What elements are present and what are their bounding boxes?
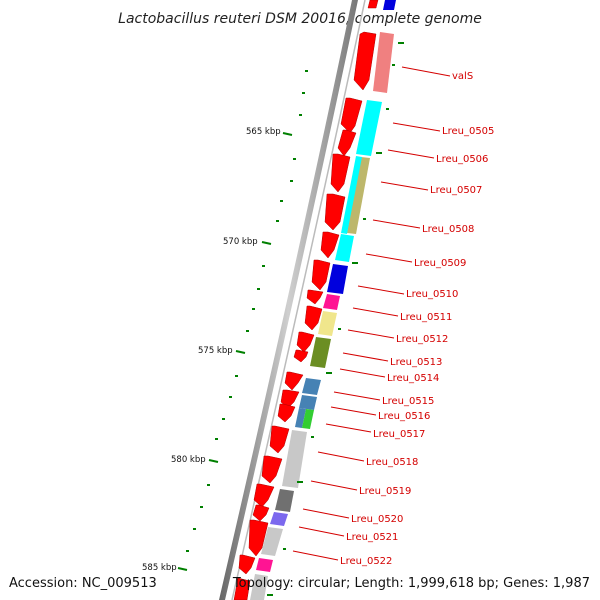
cog-bar <box>250 574 268 600</box>
gene-leader-line <box>380 181 429 191</box>
cog-bar <box>270 512 288 526</box>
gene-leader-line <box>342 352 389 362</box>
gene-arrow <box>253 483 275 508</box>
gene-leader-line <box>357 285 405 295</box>
kbp-tick-label: 585 kbp <box>142 563 177 573</box>
cog-bar <box>310 337 331 368</box>
gene-arrow <box>252 504 270 522</box>
accession-text: Accession: NC_009513 <box>9 576 157 591</box>
gene-arrow <box>306 289 324 305</box>
gene-label: Lreu_0519 <box>359 486 411 497</box>
gene-labels <box>292 66 451 561</box>
gene-arrow <box>238 554 256 575</box>
gene-label: Lreu_0507 <box>430 185 482 196</box>
cog-bar <box>356 100 382 156</box>
gene-leader-line <box>392 122 441 132</box>
gene-label: valS <box>452 71 473 82</box>
gene-arrow <box>248 519 269 557</box>
gc-tick-marks <box>267 42 404 596</box>
gene-leader-line <box>333 391 381 401</box>
gene-arrow <box>284 371 304 391</box>
cog-bar <box>383 0 396 10</box>
gene-arrow <box>304 305 323 331</box>
gene-label: Lreu_0512 <box>396 334 448 345</box>
cog-bar <box>318 311 337 336</box>
cog-bar <box>373 32 394 93</box>
gene-leader-line <box>317 451 365 462</box>
cog-bar <box>256 558 273 572</box>
gene-arrow <box>296 331 315 353</box>
gene-label: Lreu_0514 <box>387 373 439 384</box>
gene-leader-line <box>298 526 345 537</box>
genome-backbone <box>219 0 358 600</box>
gene-label: Lreu_0516 <box>378 411 430 422</box>
outer-dotted-ring <box>186 70 308 552</box>
gene-arrow <box>337 129 357 157</box>
cog-bar <box>282 430 307 488</box>
gene-label: Lreu_0515 <box>382 396 434 407</box>
gene-arrow <box>293 349 309 363</box>
gene-leader-line <box>310 480 358 491</box>
gene-leader-line <box>292 550 339 561</box>
gene-label: Lreu_0513 <box>390 357 442 368</box>
gene-label: Lreu_0521 <box>346 532 398 543</box>
gene-leader-line <box>330 406 377 416</box>
gene-arrow <box>311 259 331 291</box>
kbp-ruler: 565 kbp 570 kbp 575 kbp 580 kbp 585 kbp <box>142 127 293 573</box>
gene-arrow <box>233 577 251 600</box>
cog-bar <box>341 156 362 234</box>
gene-label: Lreu_0505 <box>442 126 494 137</box>
cog-bar <box>295 408 306 428</box>
cog-function-track <box>250 0 396 600</box>
gene-leader-line <box>352 307 399 317</box>
gene-label: Lreu_0518 <box>366 457 418 468</box>
gene-leader-line <box>325 423 372 433</box>
gene-label: Lreu_0506 <box>436 154 488 165</box>
gene-arrow <box>353 31 377 91</box>
gene-label: Lreu_0517 <box>373 429 425 440</box>
gene-label: Lreu_0508 <box>422 224 474 235</box>
cog-bar <box>323 294 340 310</box>
cog-bar <box>302 409 314 429</box>
gene-arrow <box>340 97 363 134</box>
cog-bar <box>299 395 317 410</box>
cog-bar <box>261 527 283 556</box>
cog-bar <box>327 264 348 294</box>
gene-leader-line <box>347 329 395 339</box>
cog-bar <box>302 378 321 395</box>
gene-arrow <box>261 455 283 484</box>
gene-arrow <box>320 231 340 259</box>
gene-arrow <box>367 0 379 9</box>
kbp-tick-label: 580 kbp <box>171 455 206 465</box>
gene-label: Lreu_0511 <box>400 312 452 323</box>
gene-leader-line <box>339 368 386 378</box>
gene-leader-line <box>302 508 350 519</box>
gene-arrow <box>277 403 296 423</box>
kbp-tick-label: 570 kbp <box>223 237 258 247</box>
gene-arrow <box>269 425 290 454</box>
gene-label-texts: valS Lreu_0505 Lreu_0506 Lreu_0507 Lreu_… <box>340 71 494 567</box>
gene-leader-line <box>372 219 421 229</box>
gene-leader-line <box>387 149 435 159</box>
kbp-tick-label: 565 kbp <box>246 127 281 137</box>
cog-bar <box>347 157 370 234</box>
gene-arrow <box>330 153 351 193</box>
cog-bar <box>335 234 354 262</box>
map-title: Lactobacillus reuteri DSM 20016, complet… <box>118 11 482 27</box>
topology-text: Topology: circular; Length: 1,999,618 bp… <box>232 576 590 591</box>
backbone-inner-edge <box>231 0 366 600</box>
cog-bar <box>275 489 294 512</box>
gene-label: Lreu_0522 <box>340 556 392 567</box>
cds-track <box>233 0 379 600</box>
gene-label: Lreu_0510 <box>406 289 458 300</box>
gene-arrow <box>324 193 346 231</box>
gene-label: Lreu_0509 <box>414 258 466 269</box>
gene-leader-line <box>365 253 413 263</box>
gene-leader-line <box>401 66 451 77</box>
gene-label: Lreu_0520 <box>351 514 403 525</box>
kbp-tick-label: 575 kbp <box>198 346 233 356</box>
